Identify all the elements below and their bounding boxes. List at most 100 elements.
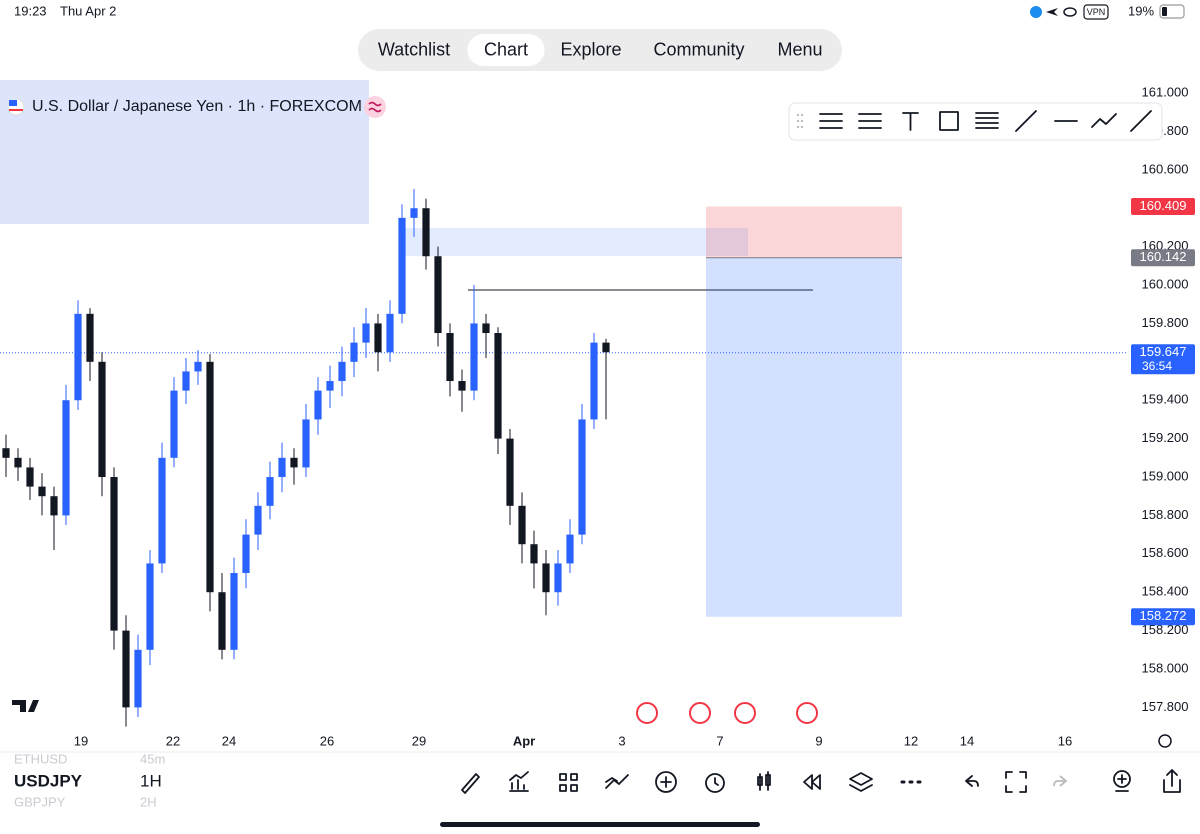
x-tick-label: Apr	[513, 733, 535, 748]
candle-body	[242, 534, 250, 574]
battery-icon	[1159, 4, 1185, 19]
home-indicator	[440, 822, 760, 827]
x-tick-label: 26	[320, 733, 334, 748]
y-tick-label: 158.000	[1142, 660, 1189, 675]
event-icon[interactable]	[689, 702, 711, 724]
price-label-bg	[1131, 249, 1195, 267]
candle-body	[362, 323, 370, 343]
tool-icon[interactable]	[757, 771, 771, 791]
x-tick-label: 24	[222, 733, 236, 748]
drawings	[0, 80, 813, 291]
x-tick-label: 7	[716, 733, 723, 748]
tool-icon[interactable]	[509, 771, 529, 792]
candle-body	[218, 592, 226, 650]
y-tick-label: 159.000	[1142, 468, 1189, 483]
price-label-bg	[1131, 344, 1195, 375]
x-tick-label: 3	[618, 733, 625, 748]
candle-body	[434, 256, 442, 334]
symbol[interactable]: GBPJPY	[14, 794, 66, 809]
candle-body	[398, 217, 406, 314]
stop-zone	[706, 206, 902, 258]
x-tick-label: 12	[904, 733, 918, 748]
candle-body	[518, 505, 526, 545]
zone-rect	[0, 80, 369, 224]
candle-body	[74, 313, 82, 401]
tool-icon[interactable]	[965, 775, 979, 787]
battery-level	[1162, 7, 1167, 16]
chart-title: U.S. Dollar / Japanese Yen · 1h · FOREXC…	[32, 98, 362, 115]
tool-icon[interactable]	[1130, 110, 1152, 132]
candle-body	[26, 467, 34, 487]
nav-tab[interactable]: Chart	[484, 39, 528, 59]
interval[interactable]: 45m	[140, 751, 165, 766]
tool-icon[interactable]	[559, 773, 578, 792]
y-tick-label: 161.000	[1142, 84, 1189, 99]
tool-icon[interactable]	[975, 112, 999, 129]
badge-icon	[368, 101, 382, 113]
tool-icon[interactable]	[1015, 110, 1037, 132]
y-tick-label: 159.400	[1142, 392, 1189, 407]
tool-icon[interactable]	[1091, 113, 1117, 128]
price-label-bg	[1131, 608, 1195, 626]
tool-icon[interactable]	[858, 113, 882, 129]
price-label: 160.409	[1140, 198, 1187, 213]
tool-icon[interactable]	[819, 113, 843, 129]
interval[interactable]: 1H	[140, 771, 162, 790]
tool-icon[interactable]	[939, 111, 959, 131]
x-tick-label: 9	[815, 733, 822, 748]
candle-body	[338, 361, 346, 382]
symbol[interactable]: ETHUSD	[14, 751, 67, 766]
candle-body	[266, 477, 274, 506]
logo	[12, 700, 39, 712]
settings-icon[interactable]	[1158, 734, 1172, 748]
tool-icon[interactable]	[849, 772, 873, 792]
tool-icon[interactable]	[803, 774, 821, 790]
tool-icon[interactable]	[902, 112, 919, 131]
nav-tabs: Watchlist Chart Explore Community Menu	[378, 34, 823, 66]
candle-body	[14, 457, 22, 468]
candle-body	[386, 313, 394, 353]
nav-tab[interactable]: Menu	[777, 39, 822, 59]
drawing-toolbar	[788, 102, 1163, 141]
candle-body	[314, 390, 322, 420]
interval[interactable]: 2H	[140, 794, 157, 809]
tool-icon[interactable]	[461, 773, 480, 794]
tool-icon[interactable]	[1113, 770, 1131, 788]
tool-icon[interactable]	[1005, 771, 1027, 793]
event-icon[interactable]	[636, 702, 658, 724]
tool-icon[interactable]	[705, 773, 725, 793]
nav-tab[interactable]: Watchlist	[378, 39, 450, 59]
event-icon[interactable]	[734, 702, 756, 724]
y-tick-label: 158.400	[1142, 584, 1189, 599]
event-icon[interactable]	[796, 702, 818, 724]
tool-icon[interactable]	[1163, 769, 1181, 793]
candle-body	[470, 323, 478, 391]
candle-body	[290, 457, 298, 468]
candle-body	[326, 381, 334, 391]
tool-icon[interactable]	[655, 771, 677, 793]
price-countdown: 36:54	[1142, 359, 1172, 373]
nav-tab[interactable]: Explore	[560, 39, 621, 59]
plot: 161.000160.800160.600160.200160.000159.8…	[0, 84, 1195, 748]
tool-icon[interactable]	[605, 774, 629, 789]
candle-body	[350, 342, 358, 362]
zone-rect	[405, 228, 748, 256]
candle-body	[206, 361, 214, 593]
nav-tab[interactable]: Community	[653, 39, 744, 59]
candle-body	[278, 457, 286, 478]
candle-body	[506, 438, 514, 506]
candle-body	[170, 390, 178, 458]
candle-body	[530, 544, 538, 564]
candle-body	[410, 208, 418, 218]
tool-icon[interactable]	[1053, 775, 1068, 787]
candle-body	[158, 457, 166, 564]
bottom-toolbar	[461, 769, 1181, 794]
symbol[interactable]: USDJPY	[14, 771, 83, 790]
y-tick-label: 158.600	[1142, 545, 1189, 560]
badge	[364, 96, 386, 118]
drag-handle	[797, 114, 803, 128]
price-label: 158.272	[1140, 608, 1187, 623]
y-tick-label: 159.200	[1142, 430, 1189, 445]
candle-body	[62, 400, 70, 516]
candle-body	[302, 419, 310, 468]
